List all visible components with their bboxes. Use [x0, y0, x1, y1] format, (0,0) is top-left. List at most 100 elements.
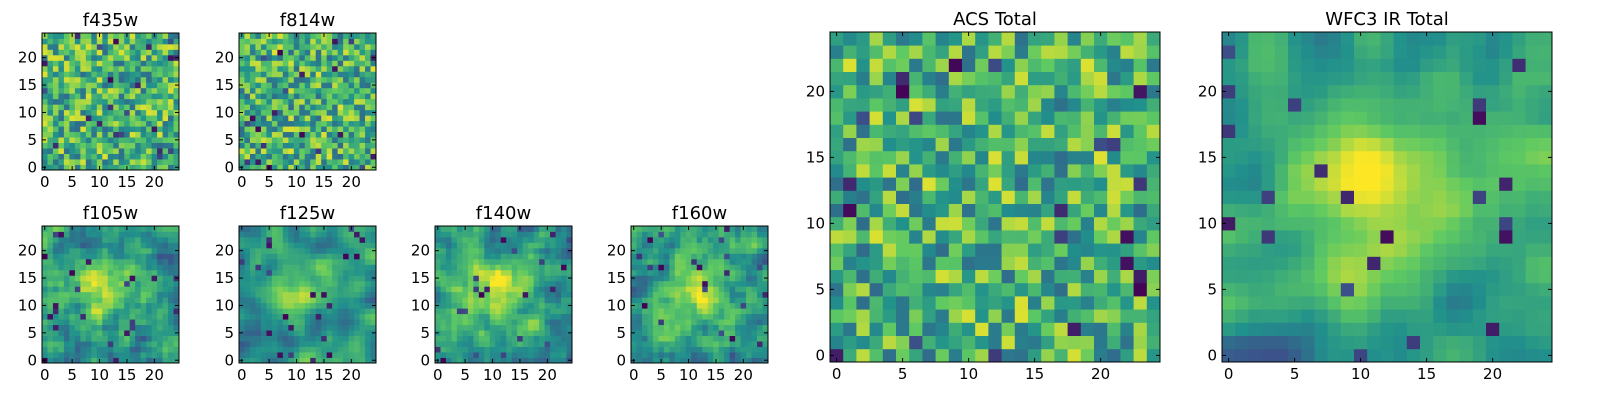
heatmap-cell — [168, 236, 174, 243]
heatmap-cell — [647, 275, 654, 282]
heatmap-cell — [85, 324, 92, 331]
heatmap-cell — [249, 258, 256, 265]
heatmap-cell — [1433, 164, 1447, 178]
heatmap-cell — [168, 131, 174, 138]
heatmap-cell — [1133, 203, 1148, 218]
heatmap-cell — [478, 247, 485, 254]
heatmap-cell — [702, 324, 709, 331]
heatmap-cell — [354, 33, 360, 39]
heatmap-cell — [69, 291, 76, 298]
heatmap-cell — [129, 226, 136, 232]
heatmap-cell — [129, 286, 136, 293]
heatmap-cell — [354, 346, 360, 353]
heatmap-cell — [1261, 216, 1276, 231]
heatmap-cell — [1120, 98, 1134, 112]
heatmap-cell — [107, 253, 114, 260]
heatmap-cell — [647, 269, 654, 276]
heatmap-cell — [544, 280, 551, 287]
heatmap-cell — [1525, 216, 1540, 231]
heatmap-cell — [1054, 71, 1068, 86]
heatmap-cell — [113, 71, 120, 78]
heatmap-cell — [244, 65, 251, 72]
heatmap-cell — [140, 76, 147, 83]
heatmap-cell — [129, 231, 136, 238]
heatmap-cell — [74, 87, 81, 94]
heatmap-cell — [896, 296, 910, 310]
heatmap-cell — [555, 269, 562, 276]
heatmap-cell — [343, 253, 349, 260]
heatmap-cell — [102, 54, 109, 61]
heatmap-cell — [288, 131, 295, 138]
heatmap-cell — [113, 142, 120, 149]
heatmap-cell — [680, 341, 687, 347]
heatmap-cell — [260, 126, 267, 133]
y-tick-label: 5 — [27, 324, 37, 342]
heatmap-cell — [63, 148, 70, 154]
heatmap-cell — [118, 264, 125, 271]
heatmap-cell — [326, 93, 333, 100]
heatmap-cell — [528, 330, 535, 336]
heatmap-cell — [47, 302, 54, 309]
heatmap-cell — [135, 33, 142, 39]
heatmap-cell — [113, 253, 120, 260]
heatmap-cell — [124, 126, 131, 133]
heatmap-cell — [1261, 177, 1276, 191]
heatmap-cell — [107, 236, 114, 243]
heatmap-cell — [451, 352, 458, 358]
heatmap-cell — [370, 269, 377, 276]
heatmap-cell — [288, 286, 295, 293]
heatmap-cell — [58, 137, 65, 143]
heatmap-cell — [107, 115, 114, 122]
heatmap-cell — [348, 82, 355, 89]
heatmap-cell — [315, 253, 322, 260]
heatmap-cell — [63, 335, 70, 342]
heatmap-cell — [304, 346, 311, 353]
heatmap-cell — [724, 231, 731, 238]
heatmap-cell — [299, 82, 306, 89]
heatmap-cell — [669, 280, 676, 287]
heatmap-cell — [173, 335, 180, 342]
heatmap-cell — [157, 346, 163, 353]
heatmap-cell — [249, 131, 256, 138]
heatmap-cell — [69, 242, 76, 249]
heatmap-cell — [1067, 296, 1082, 310]
heatmap-cell — [168, 60, 174, 67]
heatmap-cell — [467, 275, 474, 282]
heatmap-cell — [843, 177, 857, 191]
heatmap-cell — [239, 269, 245, 276]
heatmap-cell — [631, 258, 637, 265]
heatmap-cell — [102, 231, 109, 238]
heatmap-cell — [288, 164, 295, 171]
heatmap-cell — [1014, 256, 1029, 270]
heatmap-cell — [304, 33, 311, 39]
heatmap-cell — [652, 335, 659, 342]
heatmap-cell — [326, 236, 333, 243]
heatmap-cell — [511, 231, 518, 238]
heatmap-cell — [962, 71, 976, 86]
heatmap-cell — [680, 330, 687, 336]
heatmap-cell — [332, 38, 339, 45]
heatmap-cell — [151, 153, 158, 160]
heatmap-cell — [80, 313, 87, 320]
heatmap-cell — [467, 269, 474, 276]
heatmap-cell — [735, 291, 741, 298]
heatmap-cell — [935, 45, 950, 59]
heatmap-cell — [1067, 84, 1082, 99]
heatmap-cell — [909, 269, 923, 284]
heatmap-cell — [151, 264, 158, 271]
heatmap-cell — [293, 159, 300, 165]
heatmap-cell — [896, 243, 910, 257]
y-tick-label: 5 — [420, 324, 430, 342]
heatmap-cell — [80, 164, 87, 171]
heatmap-cell — [244, 60, 251, 67]
heatmap-cell — [271, 60, 278, 67]
heatmap-cell — [735, 313, 741, 320]
heatmap-cell — [74, 82, 81, 89]
heatmap-cell — [321, 286, 328, 293]
heatmap-cell — [326, 330, 333, 336]
heatmap-cell — [304, 269, 311, 276]
heatmap-cell — [1094, 164, 1108, 178]
heatmap-cell — [326, 242, 333, 249]
heatmap-cell — [1274, 177, 1289, 191]
heatmap-cell — [506, 280, 513, 287]
